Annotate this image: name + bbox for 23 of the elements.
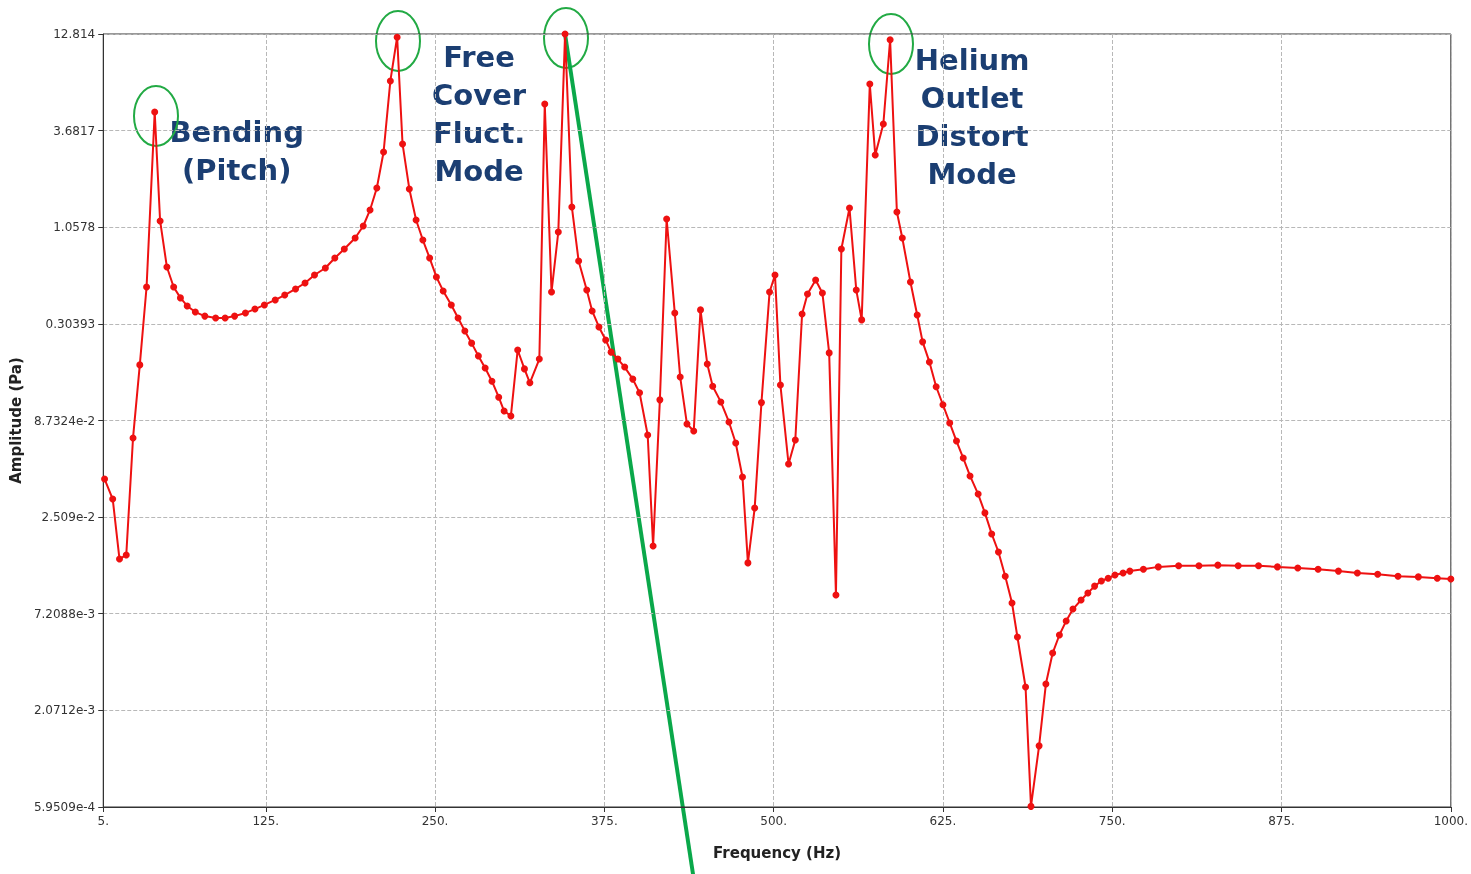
y-tick-label: 3.6817: [53, 123, 96, 138]
annotation: Bending (Pitch): [169, 115, 304, 188]
x-tick-label: 5.: [97, 814, 109, 828]
y-tick-label: 1.0578: [53, 220, 96, 235]
y-tick-label: 8.7324e-2: [33, 413, 96, 428]
y-axis-title: Amplitude (Pa): [6, 357, 25, 484]
y-tick-label: 2.0712e-3: [33, 703, 96, 718]
x-tick-label: 125.: [252, 814, 280, 828]
annotation: Helium Outlet Distort Mode: [914, 42, 1030, 191]
x-tick-label: 625.: [929, 814, 957, 828]
x-tick-label: 750.: [1098, 814, 1126, 828]
x-tick-label: 375.: [590, 814, 618, 828]
annotation: Free Cover Fluct. Mode: [432, 40, 527, 189]
x-tick-label: 250.: [421, 814, 449, 828]
x-tick-label: 1000.: [1433, 814, 1468, 828]
y-tick-label: 12.814: [53, 27, 96, 41]
y-tick-label: 5.9509e-4: [33, 800, 96, 814]
y-tick-label: 0.30393: [45, 316, 96, 331]
x-tick-label: 875.: [1268, 814, 1295, 828]
y-tick-label: 2.509e-2: [41, 510, 96, 525]
x-tick-label: 500.: [760, 814, 787, 828]
y-tick-label: 7.2088e-3: [33, 606, 96, 621]
x-axis-title: Frequency (Hz): [713, 843, 842, 862]
